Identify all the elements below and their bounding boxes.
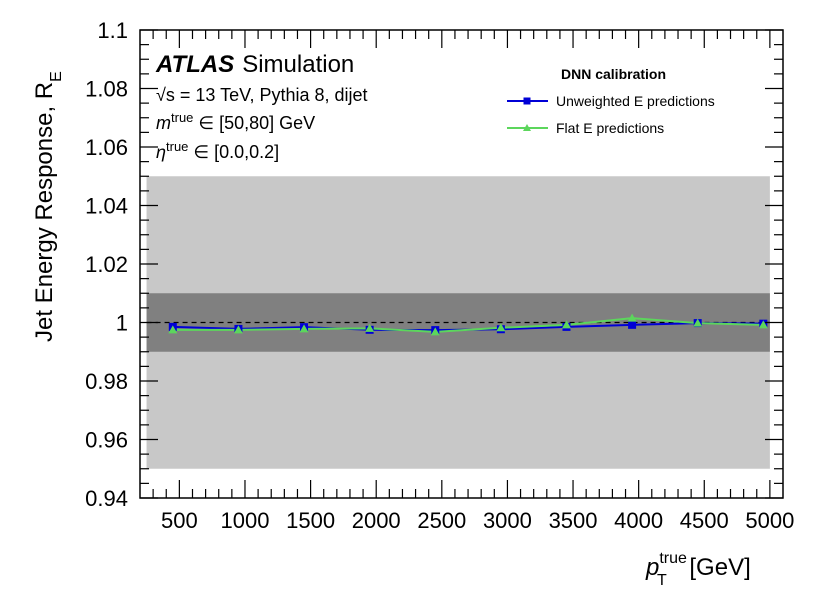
info-energy-rest: = 13 TeV, Pythia 8, dijet [175,85,368,105]
legend-marker-triangle [523,124,531,131]
data-point-flat [168,325,178,334]
series-group [168,313,768,336]
data-point-flat [365,323,375,332]
legend-title: DNN calibration [561,66,666,82]
y-tick-label: 0.94 [85,486,128,511]
x-axis-title-symbol: p [645,554,659,581]
x-tick-label: 3500 [549,508,598,533]
data-point-flat [233,325,243,334]
data-point-flat [496,323,506,332]
data-point-flat [561,320,571,329]
legend-label-unweighted: Unweighted E predictions [556,93,715,109]
y-tick-label: 1.08 [85,77,128,102]
data-point-unweighted [628,320,637,329]
info-line-energy: √s = 13 TeV, Pythia 8, dijet [156,85,368,105]
tick-labels: 500 1000 1500 2000 2500 3000 3500 4000 4500 5000 0… [85,18,794,533]
x-axis-title-unit: [GeV] [683,554,751,581]
y-axis-title: Jet Energy Response, RE [31,71,65,342]
legend: DNN calibration Unweighted E predictions… [507,66,715,136]
info-sqrt-s: √s [156,85,175,105]
data-point-flat [758,320,768,329]
legend-marker-square [523,97,531,105]
x-tick-label: 2000 [352,508,401,533]
x-axis-title-super: true [659,550,687,567]
x-tick-label: 3000 [483,508,532,533]
info-eta-symbol: η [156,142,166,162]
legend-entry-unweighted: Unweighted E predictions [507,93,715,109]
x-tick-label: 2500 [417,508,466,533]
x-axis-title-sub: T [657,572,667,589]
legend-entry-flat: Flat E predictions [507,120,664,136]
y-tick-label: 1 [116,311,128,336]
info-line-eta: ηtrue ∈ [0.0,0.2] [156,139,279,162]
y-tick-label: 1.04 [85,194,128,219]
info-eta-super: true [166,139,188,154]
data-point-flat [627,313,637,322]
x-tick-label: 4500 [680,508,729,533]
series-line-flat [172,317,764,333]
info-eta-range: ∈ [0.0,0.2] [188,142,279,162]
atlas-label: ATLAS Simulation [155,51,354,78]
x-tick-label: 4000 [614,508,663,533]
legend-label-flat: Flat E predictions [556,120,664,136]
y-tick-label: 1.06 [85,135,128,160]
y-tick-label: 0.96 [85,428,128,453]
y-tick-label: 1.1 [97,18,128,43]
atlas-label-sublabel: Simulation [242,51,354,78]
y-tick-label: 0.98 [85,369,128,394]
y-axis-title-sub: E [48,71,65,82]
atlas-label-bold: ATLAS [155,51,234,78]
x-tick-label: 500 [161,508,198,533]
y-tick-label: 1.02 [85,252,128,277]
data-point-flat [299,324,309,333]
x-tick-label: 5000 [745,508,794,533]
info-mass-super: true [171,110,193,125]
data-point-flat [430,327,440,336]
data-point-flat [693,318,703,327]
info-mass-symbol: m [156,113,171,133]
x-tick-label: 1500 [286,508,335,533]
x-axis-title: ptrue T [GeV] [645,550,751,589]
axis-ticks [140,29,783,499]
x-tick-label: 1000 [221,508,270,533]
info-mass-range: ∈ [50,80] GeV [193,113,315,133]
info-line-mass: mtrue ∈ [50,80] GeV [156,110,315,133]
